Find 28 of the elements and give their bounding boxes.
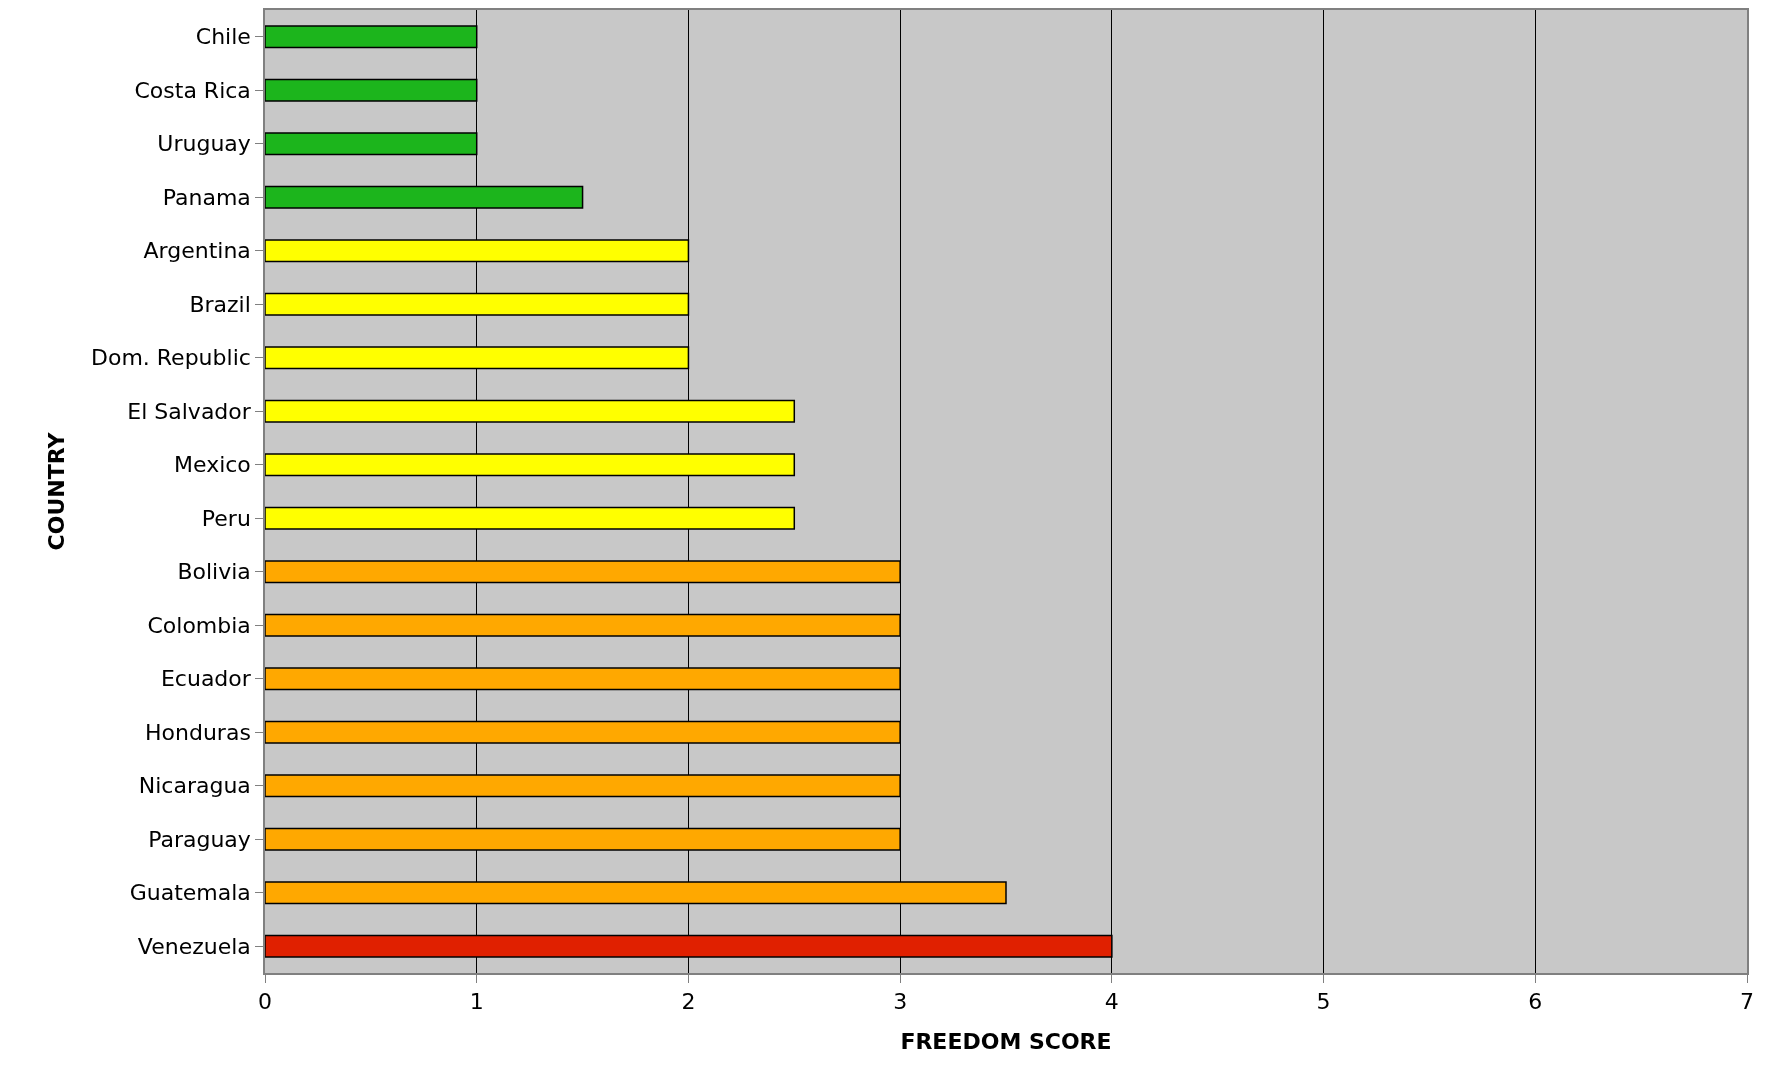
x-tick-label: 3 xyxy=(893,989,908,1015)
y-tick-label: Peru xyxy=(201,505,251,531)
x-tick-label: 1 xyxy=(469,989,484,1015)
y-axis-title: COUNTRY xyxy=(44,431,70,551)
x-tick-label: 5 xyxy=(1316,989,1331,1015)
y-tick-label: Argentina xyxy=(143,238,251,264)
y-tick-label: Venezuela xyxy=(137,933,251,959)
x-axis-title: FREEDOM SCORE xyxy=(900,1028,1112,1054)
y-tick-label: Dom. Republic xyxy=(91,345,251,371)
x-tick-label: 2 xyxy=(681,989,696,1015)
y-tick-label: Ecuador xyxy=(160,666,252,692)
y-tick-label: Honduras xyxy=(145,719,251,745)
y-tick-label: El Salvador xyxy=(127,398,252,424)
y-tick-label: Costa Rica xyxy=(134,77,251,103)
x-tick-label: 0 xyxy=(258,989,272,1015)
y-tick-label: Mexico xyxy=(174,452,251,478)
x-tick-label: 4 xyxy=(1104,989,1119,1015)
y-tick-label: Colombia xyxy=(147,612,251,638)
y-tick-label: Uruguay xyxy=(157,131,251,157)
y-tick-label: Brazil xyxy=(189,291,251,317)
y-tick-label: Chile xyxy=(195,24,251,50)
y-tick-label: Bolivia xyxy=(177,559,251,585)
y-tick-label: Paraguay xyxy=(148,826,251,852)
x-tick-label: 6 xyxy=(1528,989,1543,1015)
y-tick-label: Panama xyxy=(162,184,251,210)
y-tick-label: Guatemala xyxy=(129,880,251,906)
y-tick-label: Nicaragua xyxy=(138,773,251,799)
x-tick-label: 7 xyxy=(1740,989,1754,1015)
